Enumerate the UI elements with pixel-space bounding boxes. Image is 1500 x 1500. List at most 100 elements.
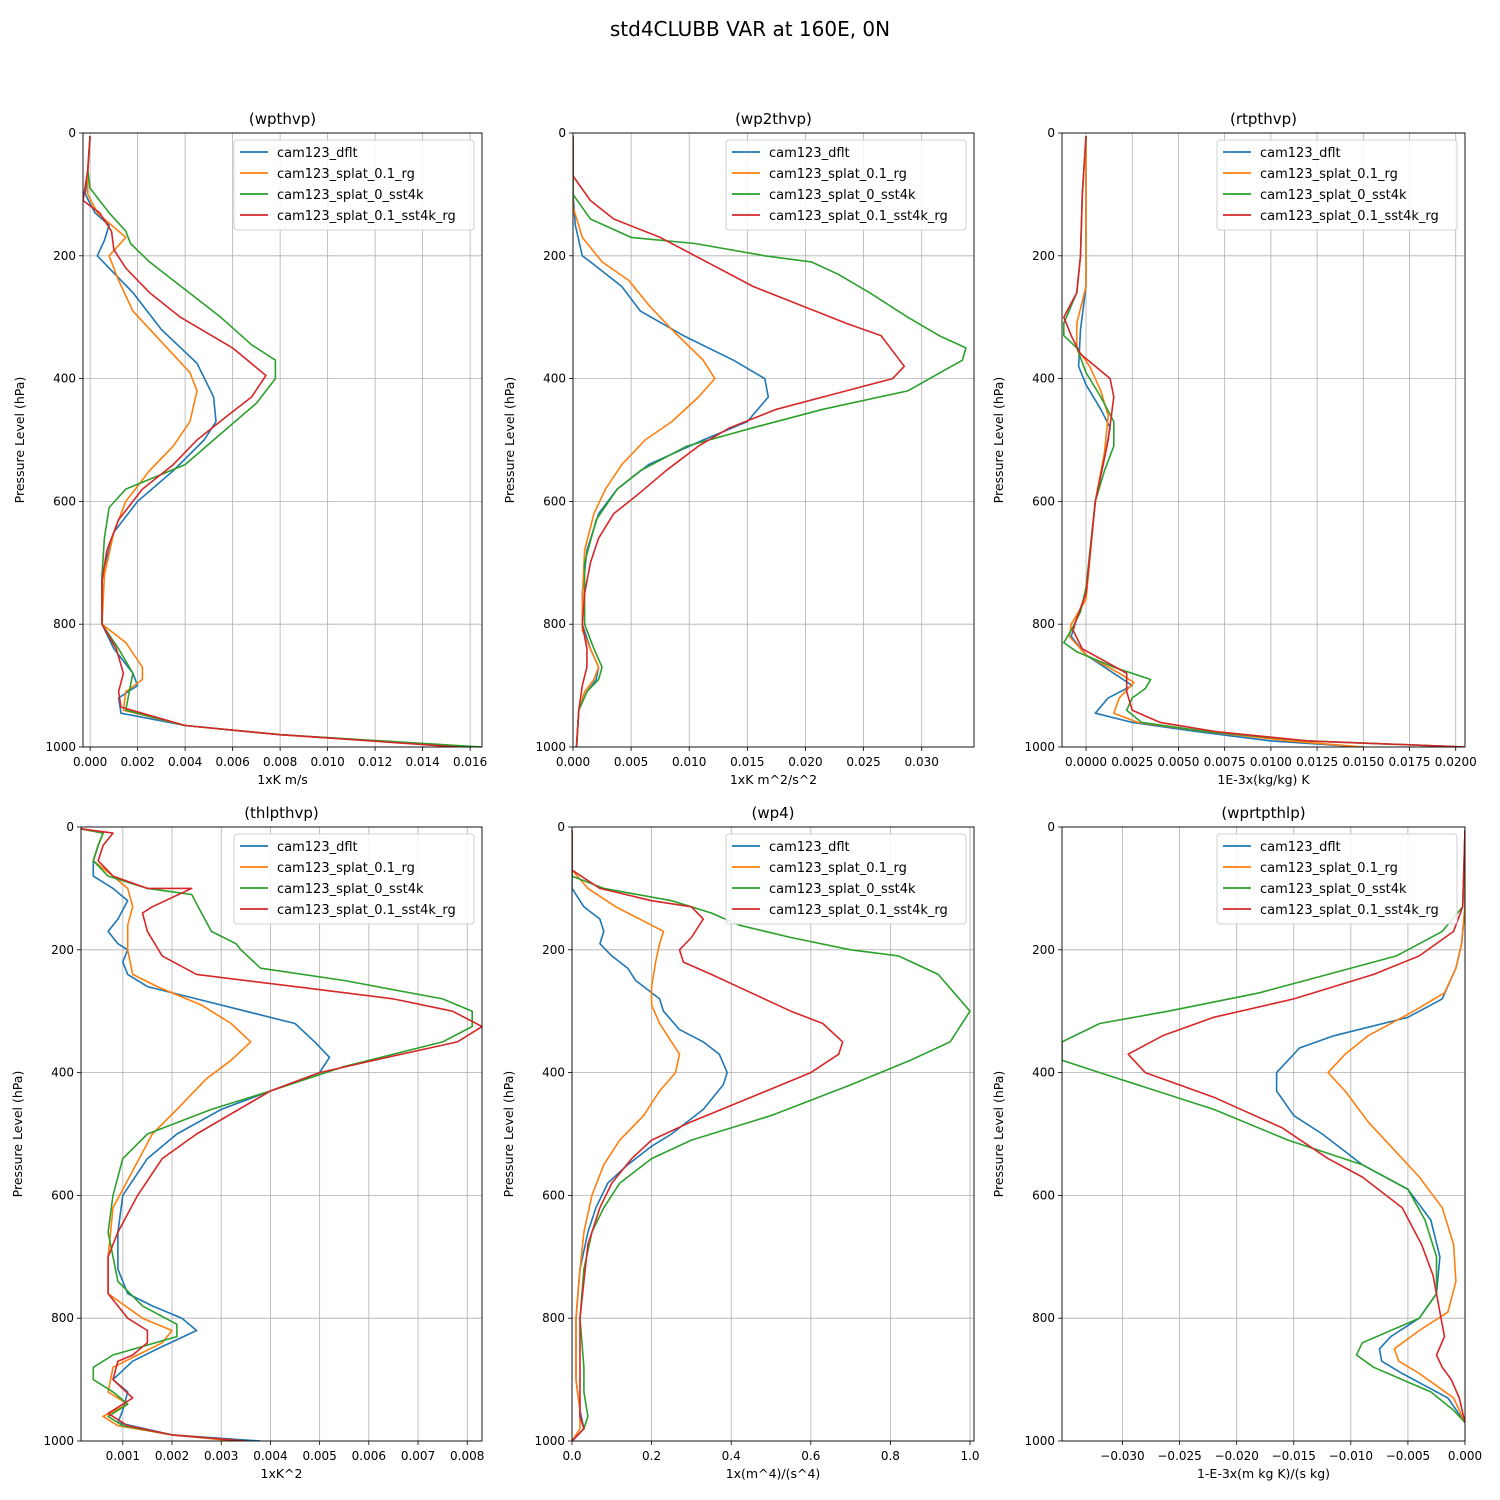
legend-label: cam123_dflt: [277, 146, 358, 161]
x-tick-label: 0.0175: [1389, 755, 1431, 769]
y-tick-label: 800: [542, 1311, 565, 1325]
legend-label: cam123_splat_0.1_sst4k_rg: [769, 209, 948, 224]
legend: cam123_dflt cam123_splat_0.1_rg cam123_spl…: [725, 833, 967, 925]
y-tick-label: 200: [543, 249, 566, 263]
legend-label: cam123_splat_0_sst4k: [1260, 188, 1407, 203]
y-tick-label: 400: [51, 1066, 74, 1080]
y-axis-label: Pressure Level (hPa): [12, 377, 27, 504]
legend-label: cam123_dflt: [277, 840, 358, 855]
x-tick-label: 0.007: [401, 1449, 435, 1463]
chart-panel-4: 0.001 0.002 0.003 0.004 0.005 0.006 0.007 0.008…: [10, 804, 484, 1481]
series-line-cam123_splat_0.1_rg: [573, 136, 716, 747]
legend-label: cam123_splat_0_sst4k: [1260, 882, 1407, 897]
y-tick-label: 800: [1032, 617, 1055, 631]
x-tick-label: 0.0075: [1204, 755, 1246, 769]
x-tick-label: 0.005: [302, 1449, 336, 1463]
panel-title: (wp4): [751, 804, 794, 822]
legend-label: cam123_dflt: [1260, 840, 1341, 855]
series-line-cam123_splat_0.1_sst4k_rg: [1063, 136, 1465, 747]
x-tick-label: 0.030: [905, 755, 939, 769]
x-tick-label: 0.0025: [1111, 755, 1153, 769]
x-tick-label: 0.6: [801, 1449, 820, 1463]
chart-panel-5: 0.0 0.2 0.4 0.6 0.8 1.0 0 200 400 600 800 1000 (wp4)…: [501, 804, 980, 1481]
x-tick-label: 0.2: [642, 1449, 661, 1463]
y-tick-label: 0: [557, 820, 565, 834]
chart-panel-6: −0.030 −0.025 −0.020 −0.015 −0.010 −0.005 0.00…: [991, 804, 1482, 1481]
y-tick-label: 800: [51, 1311, 74, 1325]
series-line-cam123_splat_0.1_rg: [1327, 830, 1465, 1423]
chart-panel-2: 0.000 0.005 0.010 0.015 0.020 0.025 0.030 0 200 4…: [502, 110, 975, 787]
x-tick-label: 0.000: [556, 755, 590, 769]
x-tick-label: 0.0150: [1342, 755, 1384, 769]
legend: cam123_dflt cam123_splat_0.1_rg cam123_spl…: [233, 833, 475, 925]
x-tick-label: 0.004: [168, 755, 202, 769]
series-line-cam123_splat_0.1_sst4k_rg: [1127, 830, 1465, 1423]
y-tick-label: 800: [1032, 1311, 1055, 1325]
panels: 0.000 0.002 0.004 0.006 0.008 0.010 0.012 0.014…: [10, 110, 1482, 1481]
y-tick-label: 0: [1047, 126, 1055, 140]
x-tick-label: −0.015: [1272, 1449, 1316, 1463]
y-tick-label: 200: [51, 943, 74, 957]
x-axis-label: 1-E-3x(m kg K)/(s kg): [1197, 1466, 1330, 1481]
x-tick-label: 1.0: [960, 1449, 979, 1463]
y-tick-label: 400: [542, 1066, 565, 1080]
y-axis-label: Pressure Level (hPa): [991, 377, 1006, 504]
legend: cam123_dflt cam123_splat_0.1_rg cam123_spl…: [233, 139, 475, 231]
series-line-cam123_splat_0.1_rg: [81, 828, 252, 1441]
x-tick-label: 0.008: [450, 1449, 484, 1463]
series-line-cam123_splat_0.1_sst4k_rg: [83, 136, 459, 747]
y-tick-label: 0: [66, 820, 74, 834]
x-tick-label: 0.0050: [1157, 755, 1199, 769]
series-line-cam123_splat_0.1_sst4k_rg: [573, 136, 906, 747]
y-tick-label: 400: [1032, 1066, 1055, 1080]
y-tick-label: 1000: [1024, 740, 1055, 754]
axes-frame: [82, 132, 483, 748]
series-line-cam123_splat_0.1_rg: [87, 136, 471, 747]
x-tick-label: 0.010: [672, 755, 706, 769]
legend-label: cam123_splat_0.1_rg: [277, 861, 415, 876]
axes-frame: [571, 826, 975, 1442]
legend-label: cam123_splat_0_sst4k: [277, 188, 424, 203]
y-tick-label: 600: [542, 1188, 565, 1202]
x-tick-label: 0.015: [730, 755, 764, 769]
x-tick-label: 0.010: [310, 755, 344, 769]
y-tick-label: 800: [543, 617, 566, 631]
x-tick-label: 0.4: [722, 1449, 741, 1463]
x-axis-label: 1x(m^4)/(s^4): [726, 1466, 821, 1481]
x-tick-label: −0.010: [1329, 1449, 1373, 1463]
x-tick-label: 0.0125: [1296, 755, 1338, 769]
y-tick-label: 1000: [43, 1434, 74, 1448]
legend-box: [725, 833, 967, 925]
x-axis-label: 1xK^2: [261, 1466, 303, 1481]
legend-label: cam123_splat_0.1_sst4k_rg: [1260, 903, 1439, 918]
series-line-cam123_splat_0_sst4k: [573, 136, 967, 747]
series-line-cam123_splat_0.1_rg: [572, 830, 681, 1441]
y-tick-label: 600: [53, 494, 76, 508]
panel-title: (rtpthvp): [1230, 110, 1297, 128]
series-line-cam123_splat_0_sst4k: [87, 136, 482, 747]
x-tick-label: −0.020: [1214, 1449, 1258, 1463]
y-tick-label: 600: [1032, 1188, 1055, 1202]
x-tick-label: 0.008: [263, 755, 297, 769]
legend-label: cam123_splat_0.1_rg: [277, 167, 415, 182]
legend-label: cam123_dflt: [1260, 146, 1341, 161]
y-tick-label: 600: [1032, 494, 1055, 508]
legend-box: [1216, 833, 1458, 925]
x-tick-label: 0.002: [120, 755, 154, 769]
y-tick-label: 0: [68, 126, 76, 140]
y-axis-label: Pressure Level (hPa): [10, 1071, 25, 1198]
x-tick-label: 0.006: [352, 1449, 386, 1463]
y-axis-label: Pressure Level (hPa): [501, 1071, 516, 1198]
x-tick-label: 0.0100: [1250, 755, 1292, 769]
axes-frame: [572, 132, 975, 748]
y-tick-label: 200: [542, 943, 565, 957]
y-tick-label: 400: [53, 372, 76, 386]
panel-title: (wpthvp): [249, 110, 316, 128]
y-tick-label: 200: [53, 249, 76, 263]
x-tick-label: −0.025: [1157, 1449, 1201, 1463]
legend-label: cam123_dflt: [769, 840, 850, 855]
legend-label: cam123_splat_0_sst4k: [769, 882, 916, 897]
legend-box: [725, 139, 967, 231]
x-tick-label: 0.016: [453, 755, 487, 769]
x-tick-label: 0.006: [215, 755, 249, 769]
